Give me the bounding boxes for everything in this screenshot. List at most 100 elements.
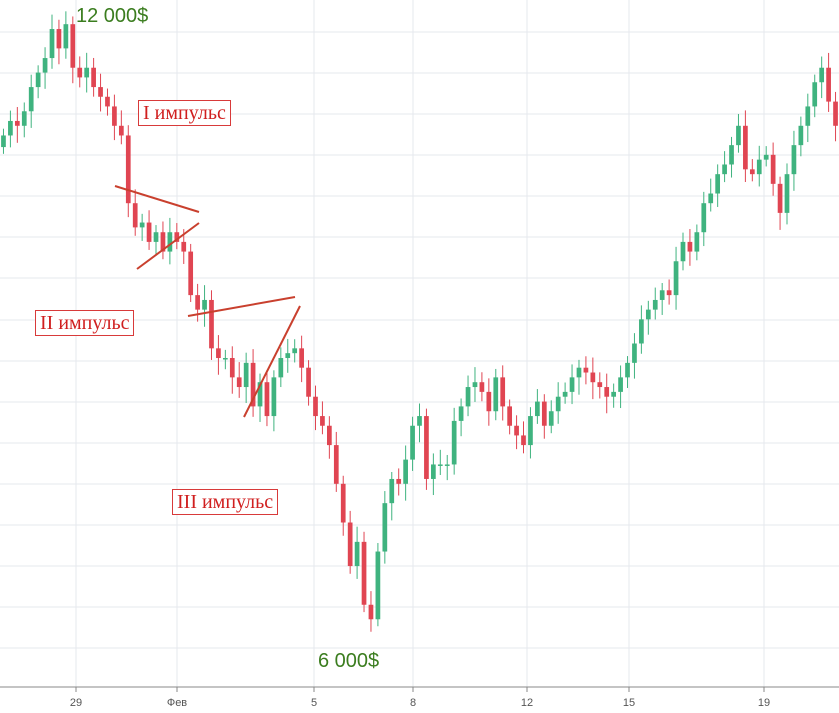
candle-body-24 xyxy=(167,232,173,252)
candle-body-62 xyxy=(431,464,436,479)
candle-body-84 xyxy=(583,367,589,373)
candle-body-91 xyxy=(632,343,637,363)
grid-lines xyxy=(0,0,839,687)
x-tick-label-4: 12 xyxy=(521,697,533,709)
candle-body-11 xyxy=(77,67,83,78)
candle-body-85 xyxy=(590,372,596,383)
candle-body-69 xyxy=(479,382,485,392)
candle-body-53 xyxy=(368,604,374,620)
candle-body-68 xyxy=(472,382,478,388)
candle-body-3 xyxy=(21,111,27,126)
candle-body-54 xyxy=(375,551,381,620)
candle-body-120 xyxy=(833,101,838,126)
candle-body-64 xyxy=(444,464,450,466)
candle-body-2 xyxy=(14,120,20,126)
annotation-impulse-3: III импульс xyxy=(172,489,279,515)
candle-body-10 xyxy=(70,24,76,68)
candles xyxy=(1,11,838,632)
candle-body-99 xyxy=(687,241,693,252)
candle-body-94 xyxy=(652,299,658,310)
candle-body-33 xyxy=(229,358,235,378)
candle-body-112 xyxy=(777,183,783,213)
candle-body-97 xyxy=(673,261,679,296)
candle-body-51 xyxy=(354,541,360,567)
candle-body-41 xyxy=(285,353,291,359)
candle-body-56 xyxy=(389,478,395,504)
candle-body-29 xyxy=(202,299,207,310)
candle-body-35 xyxy=(243,362,249,388)
candle-body-103 xyxy=(715,174,721,194)
trendlines xyxy=(114,185,301,418)
candle-body-86 xyxy=(597,382,603,388)
candle-body-107 xyxy=(743,125,748,170)
candle-body-119 xyxy=(826,67,831,102)
trendline-3 xyxy=(243,305,301,418)
candle-body-110 xyxy=(763,154,769,160)
candle-body-36 xyxy=(250,362,256,407)
annotation-impulse-1: I импульс xyxy=(138,100,231,126)
x-tick-label-5: 15 xyxy=(623,697,635,709)
candle-body-19 xyxy=(132,203,138,228)
candle-body-25 xyxy=(174,232,180,242)
candle-body-63 xyxy=(437,464,443,466)
candle-body-100 xyxy=(694,232,700,252)
candle-body-15 xyxy=(105,96,110,107)
candle-body-95 xyxy=(659,290,665,300)
candle-body-44 xyxy=(306,367,311,397)
candle-body-83 xyxy=(576,367,582,378)
price-label-high: 12 000$ xyxy=(76,5,149,27)
candle-body-26 xyxy=(181,241,187,252)
candle-body-39 xyxy=(271,377,277,417)
candle-body-57 xyxy=(396,478,402,484)
candle-body-108 xyxy=(749,169,755,175)
candle-body-31 xyxy=(216,348,221,359)
candle-body-70 xyxy=(486,391,492,412)
candle-body-28 xyxy=(195,295,200,310)
candle-body-81 xyxy=(562,391,568,397)
candle-body-21 xyxy=(146,222,152,242)
candle-body-74 xyxy=(514,425,519,436)
candle-body-1 xyxy=(8,120,13,136)
candle-body-79 xyxy=(548,411,554,426)
x-tick-label-0: 29 xyxy=(70,697,82,709)
candle-body-111 xyxy=(770,154,776,184)
x-tick-label-1: Фев xyxy=(167,697,187,709)
candle-body-90 xyxy=(625,362,630,378)
candle-body-37 xyxy=(257,382,263,407)
candle-body-109 xyxy=(756,159,762,175)
candle-body-96 xyxy=(666,290,672,296)
candle-body-55 xyxy=(382,503,388,552)
candle-body-93 xyxy=(645,309,651,320)
candle-body-88 xyxy=(611,391,617,397)
candle-body-105 xyxy=(729,145,734,165)
candle-body-71 xyxy=(493,377,499,412)
candle-body-46 xyxy=(320,416,325,426)
candle-body-49 xyxy=(340,483,346,523)
trendline-0 xyxy=(114,185,200,213)
candle-body-32 xyxy=(222,358,228,360)
candle-body-12 xyxy=(84,67,90,78)
trendline-2 xyxy=(187,296,296,317)
candle-body-75 xyxy=(521,435,526,446)
candle-body-7 xyxy=(49,29,55,59)
x-tick-label-6: 19 xyxy=(758,697,770,709)
candle-body-66 xyxy=(458,406,464,421)
candle-body-113 xyxy=(784,174,790,213)
candle-body-102 xyxy=(708,193,714,204)
candle-body-4 xyxy=(28,87,34,112)
candle-body-87 xyxy=(604,387,610,397)
candle-body-104 xyxy=(722,164,727,175)
candle-body-50 xyxy=(347,522,353,567)
candle-body-65 xyxy=(451,420,457,465)
candle-body-67 xyxy=(465,387,471,407)
candle-body-0 xyxy=(1,135,6,148)
candle-body-106 xyxy=(736,125,741,146)
candle-body-34 xyxy=(236,377,242,388)
candle-body-8 xyxy=(56,29,62,49)
candle-body-59 xyxy=(410,425,415,460)
candle-body-52 xyxy=(361,541,367,605)
candle-body-61 xyxy=(424,416,429,479)
candle-body-6 xyxy=(42,58,48,73)
candle-body-23 xyxy=(160,232,166,252)
candle-body-115 xyxy=(798,125,804,146)
